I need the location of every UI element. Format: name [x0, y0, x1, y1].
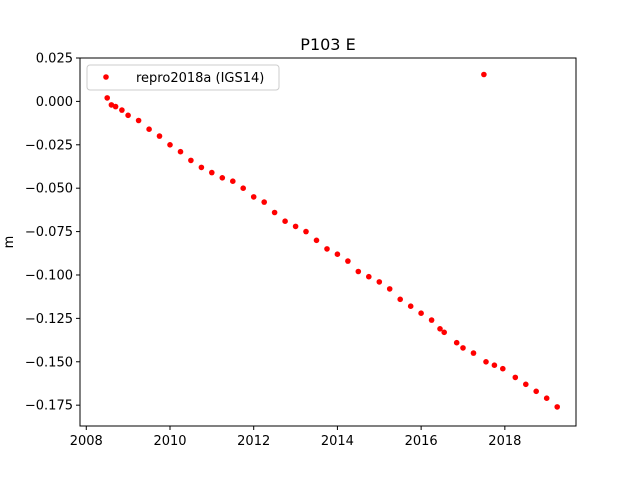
y-axis-label: m	[2, 236, 17, 249]
data-point	[512, 374, 519, 381]
data-point	[313, 237, 320, 244]
y-tick-label: −0.025	[25, 138, 73, 153]
data-point	[376, 279, 383, 285]
data-point	[437, 326, 443, 332]
data-point	[230, 178, 236, 184]
data-point	[108, 102, 115, 108]
x-tick-label: 2008	[70, 434, 103, 449]
data-point	[533, 388, 539, 395]
y-tick-label: 0.025	[36, 52, 73, 67]
data-point	[282, 218, 288, 224]
data-point	[428, 317, 435, 323]
data-point	[188, 157, 194, 164]
y-axis: 0.025 0.000 −0.025 −0.050 −0.075 −0.100 −0.125…	[25, 52, 80, 414]
x-tick-label: 2016	[405, 434, 438, 449]
data-point	[292, 223, 299, 230]
data-point	[198, 164, 205, 171]
data-point	[112, 103, 119, 110]
data-point	[177, 148, 184, 155]
data-point	[481, 71, 487, 78]
data-point	[366, 273, 372, 280]
data-points	[104, 71, 560, 410]
legend-label: repro2018a (IGS14)	[136, 71, 264, 86]
x-tick-label: 2018	[488, 434, 521, 449]
data-point	[407, 303, 414, 310]
data-point	[453, 339, 460, 346]
legend: repro2018a (IGS14)	[86, 64, 280, 91]
data-point	[146, 126, 152, 132]
y-tick-label: −0.075	[25, 225, 73, 240]
y-tick-label: 0.000	[36, 95, 73, 110]
data-point	[125, 112, 131, 119]
data-point	[209, 169, 215, 176]
x-tick-label: 2014	[321, 434, 354, 449]
data-point	[543, 395, 550, 402]
x-tick-label: 2012	[237, 434, 270, 449]
data-point	[397, 296, 404, 303]
data-point	[483, 359, 489, 365]
plot-frame	[79, 57, 577, 427]
data-point	[355, 268, 362, 275]
y-tick-label: −0.150	[25, 355, 73, 370]
data-point	[334, 251, 341, 257]
data-point	[554, 404, 560, 410]
data-point	[250, 194, 257, 200]
chart-title: P103 E	[300, 35, 355, 54]
data-point	[418, 310, 424, 317]
data-point	[261, 199, 268, 205]
legend-marker	[103, 74, 109, 80]
data-point	[324, 246, 330, 252]
data-point	[135, 117, 142, 124]
data-point	[240, 185, 246, 191]
data-point	[470, 350, 477, 356]
data-point	[156, 133, 163, 139]
data-point	[491, 362, 498, 369]
data-point	[460, 345, 466, 351]
x-axis: 2008 2010 2012 2014 2016 2018	[70, 426, 521, 449]
data-point	[523, 381, 529, 388]
y-tick-label: −0.050	[25, 182, 73, 197]
x-tick-label: 2010	[153, 434, 186, 449]
y-tick-label: −0.175	[25, 399, 73, 414]
legend-box	[86, 64, 280, 91]
data-point	[119, 107, 125, 113]
data-point	[104, 95, 110, 101]
data-point	[345, 258, 351, 264]
data-point	[441, 329, 448, 336]
data-point	[271, 209, 278, 216]
data-point	[386, 286, 393, 292]
y-tick-label: −0.100	[25, 268, 73, 283]
data-point	[219, 175, 226, 181]
data-point	[167, 142, 173, 148]
y-tick-label: −0.125	[25, 312, 73, 327]
data-point	[500, 365, 506, 372]
data-point	[303, 228, 309, 235]
